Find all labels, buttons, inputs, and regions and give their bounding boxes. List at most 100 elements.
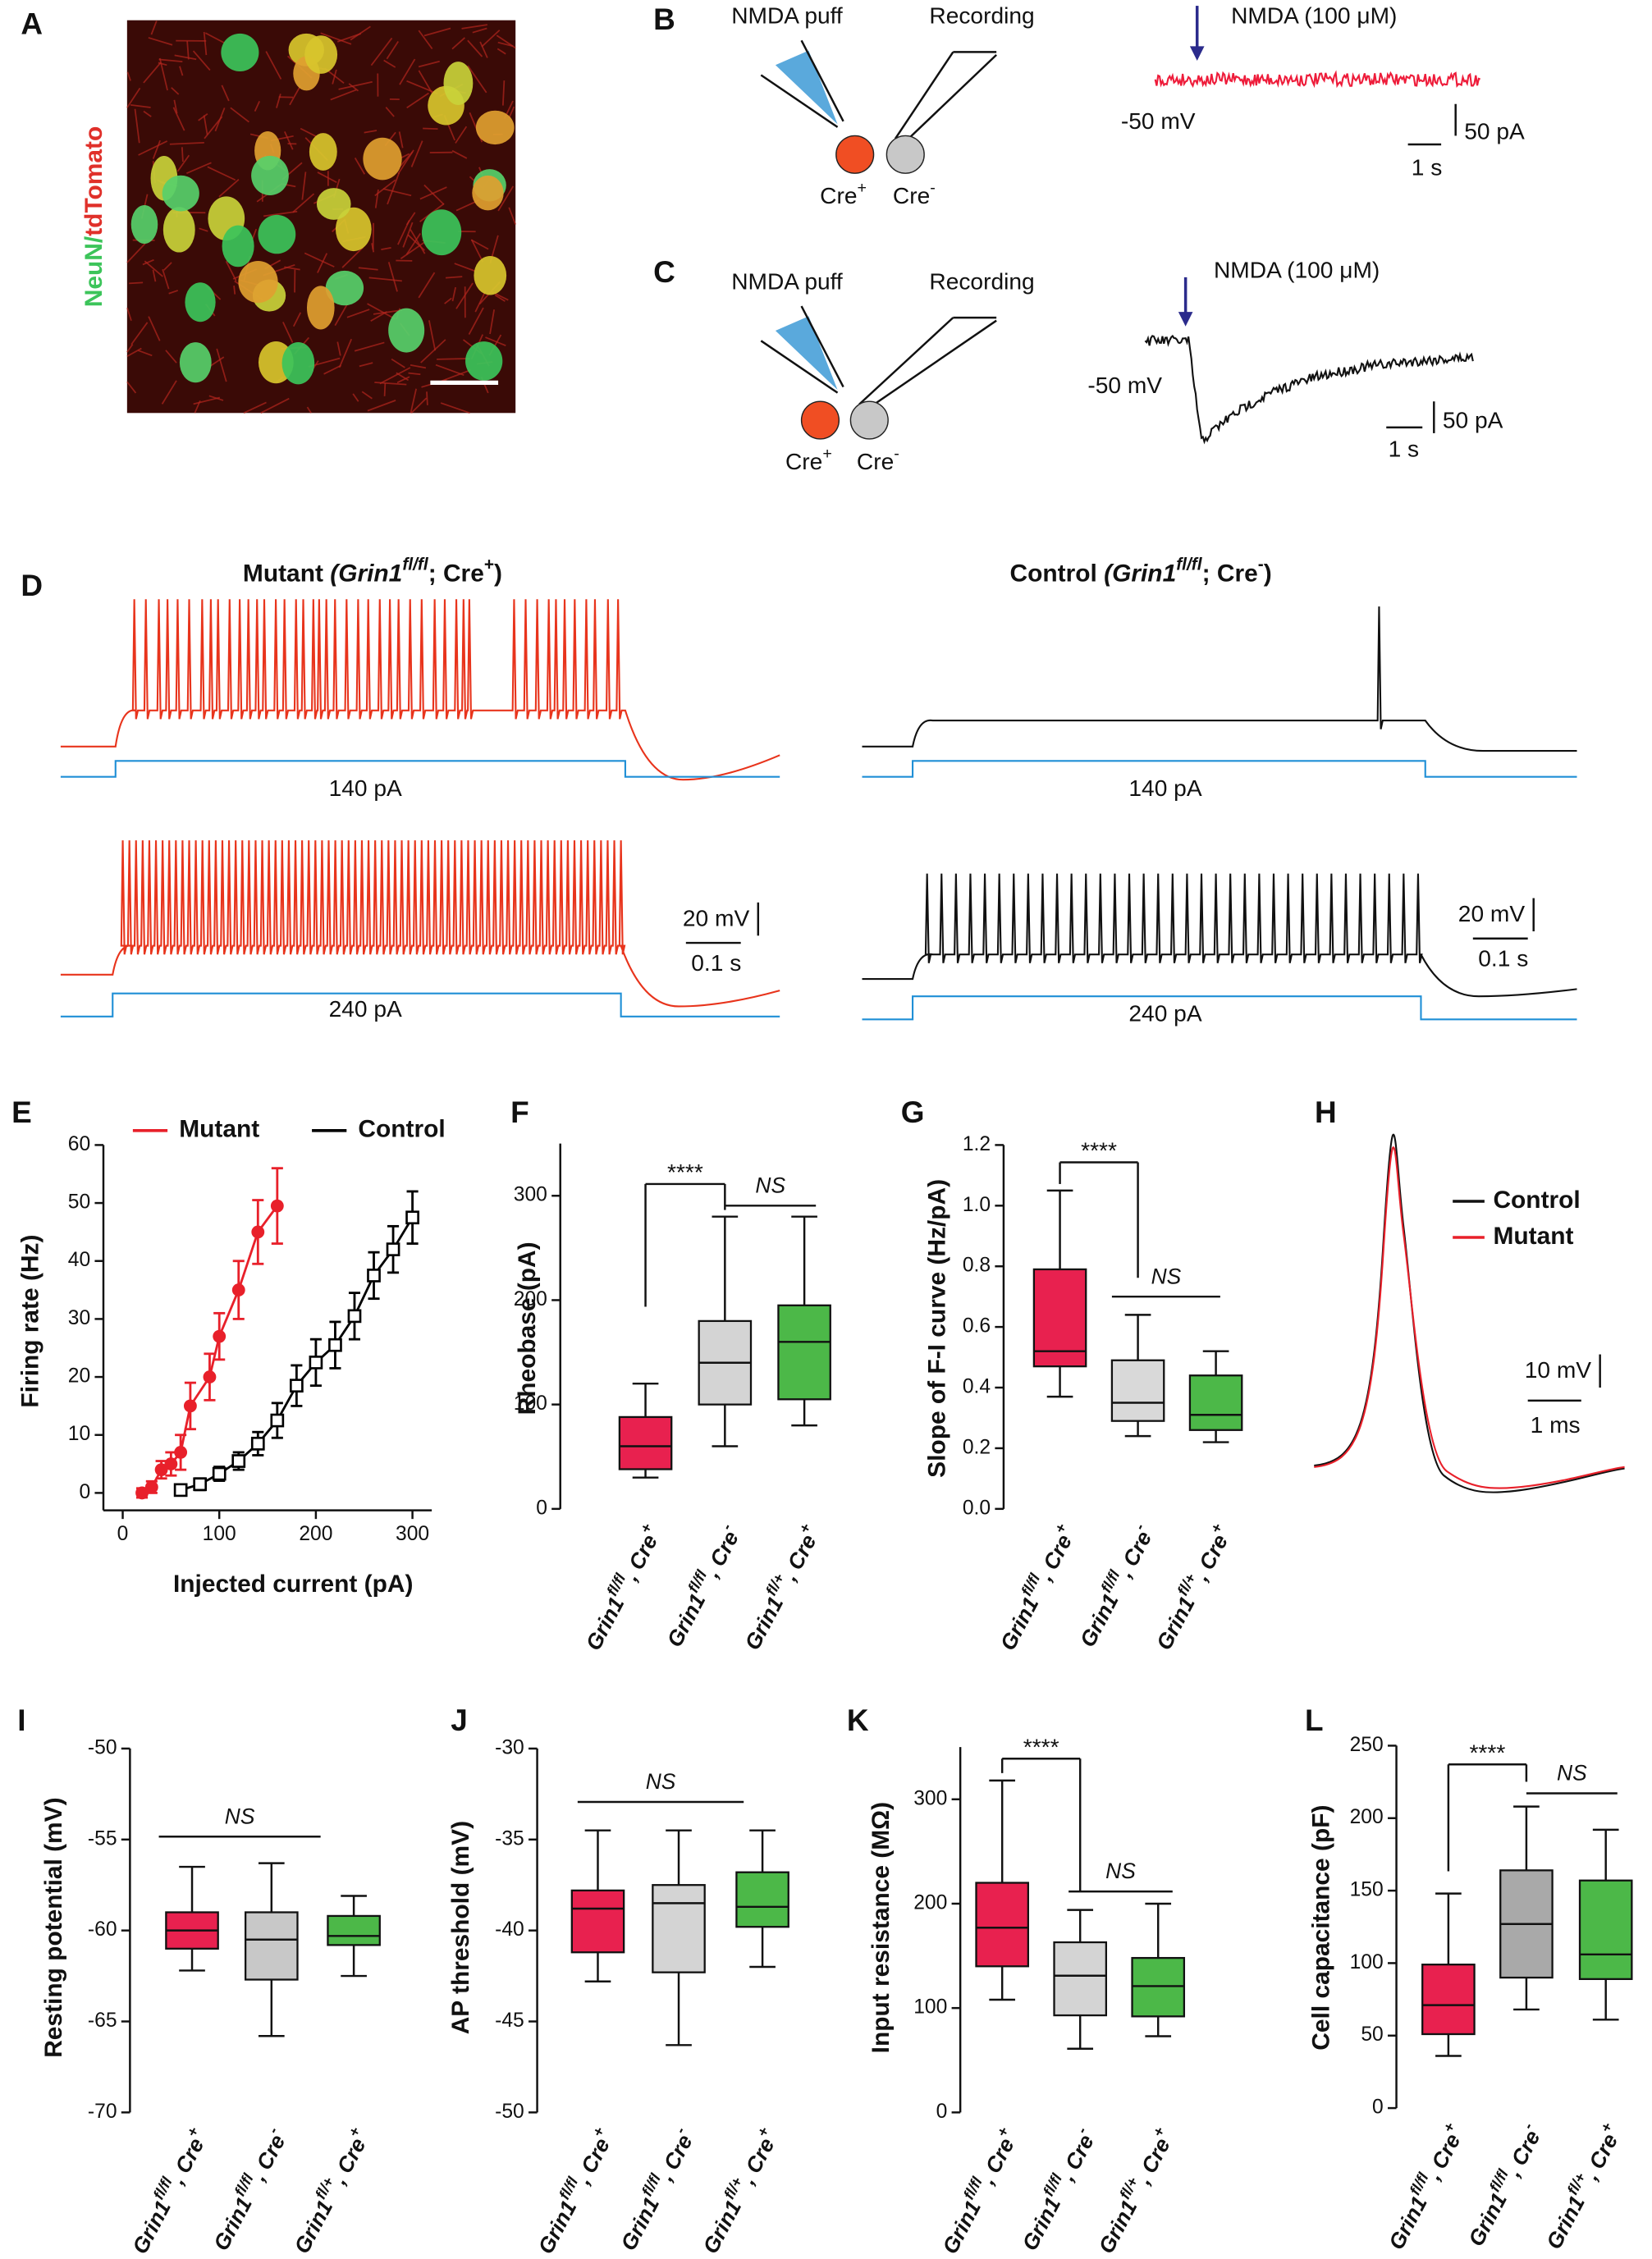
fiber [387,172,400,205]
current-label: 140 pA [1128,775,1201,801]
fiber [496,34,516,49]
fiber [373,309,403,315]
significance-label: NS [646,1769,676,1794]
voltage-trace [60,840,780,1008]
cell-label-part: + [822,445,832,463]
panel-letter: I [17,1703,25,1737]
fiber [233,286,236,295]
cre-negative-cell [885,135,925,174]
fiber [371,243,375,253]
trace-title: Control (Grin1fl/fl; Cre-) [1010,555,1272,587]
fiber [481,30,501,48]
pipette-edge [894,51,954,139]
fiber [225,260,237,281]
x-tick-label: 0 [117,1523,129,1545]
fiber [420,339,446,364]
y-tick-label: -55 [88,1827,117,1850]
puff-pipette [775,50,838,125]
fiber [485,336,506,347]
fiber [354,341,385,352]
pipette-edge [760,74,839,128]
trace-title-part: - [1258,555,1264,574]
fiber [134,108,140,144]
point [270,1413,285,1428]
y-tick-label: -30 [495,1736,524,1758]
fiber [130,104,151,108]
fiber [158,57,168,91]
fiber [317,171,337,184]
drug-label: NMDA (100 μM) [1231,3,1397,29]
trace-title-part: ) [494,560,502,587]
fiber [129,281,144,285]
puff-arrowhead [1189,46,1205,61]
trace-title-part: fl/fl [402,555,429,574]
fiber [497,48,506,55]
fiber [336,33,362,43]
trace-title-part: + [484,555,494,574]
point [212,1466,227,1481]
fiber [494,294,506,302]
fiber [410,397,428,414]
fiber [289,85,302,106]
fiber [358,267,378,271]
point [251,1225,265,1239]
y-tick-label: 200 [514,1288,547,1310]
scale-label: 1 s [1389,436,1420,461]
fiber [368,277,402,282]
current-step [60,992,780,1017]
fiber [370,37,393,66]
y-tick-label: 200 [1350,1806,1384,1828]
y-tick-label: 100 [1350,1951,1384,1973]
cell-body [335,207,372,252]
y-tick-label: 1.2 [963,1133,991,1155]
point [135,1486,149,1500]
voltage-trace [862,606,1577,752]
point [144,1480,158,1494]
significance-label: NS [755,1173,785,1197]
fiber [126,381,137,394]
scale-label: 10 mV [1525,1357,1592,1383]
fiber [192,50,211,71]
pipette-edge [903,54,997,144]
significance-label: **** [667,1159,703,1185]
fiber [479,41,488,58]
fiber [440,402,470,414]
fiber [501,80,506,106]
fiber [407,234,425,251]
box [327,1914,381,1946]
trace-title-part: fl/fl [1176,555,1203,574]
fiber [300,127,318,138]
fiber [171,87,180,95]
fiber [216,348,227,382]
fiber [263,210,298,217]
cell-body [388,308,425,353]
fiber [282,322,294,343]
box [1578,1879,1633,1980]
fiber [338,338,353,368]
fiber [391,358,405,368]
fiber [230,107,249,123]
fiber [150,21,158,35]
significance-label: **** [1023,1734,1059,1759]
y-tick-label: -50 [88,1736,117,1758]
y-tick-label: 0.0 [963,1497,991,1519]
cell-label-part: Cre [893,184,930,209]
significance-label: NS [1557,1761,1587,1786]
fiber [137,350,153,357]
significance-label: **** [1469,1740,1505,1765]
y-tick-label: 50 [1361,2023,1383,2046]
fiber [163,262,172,271]
current-label: 140 pA [329,775,402,801]
fiber [418,30,433,50]
fiber [208,395,224,401]
fiber [292,312,302,327]
trace-title-part: Control [1010,560,1105,587]
fiber [423,27,451,37]
fiber [472,27,487,34]
fiber [470,239,484,263]
voltage-trace [862,873,1577,998]
fiber [276,94,281,108]
current-trace [1144,334,1474,445]
cell-label: Cre+ [785,445,832,474]
